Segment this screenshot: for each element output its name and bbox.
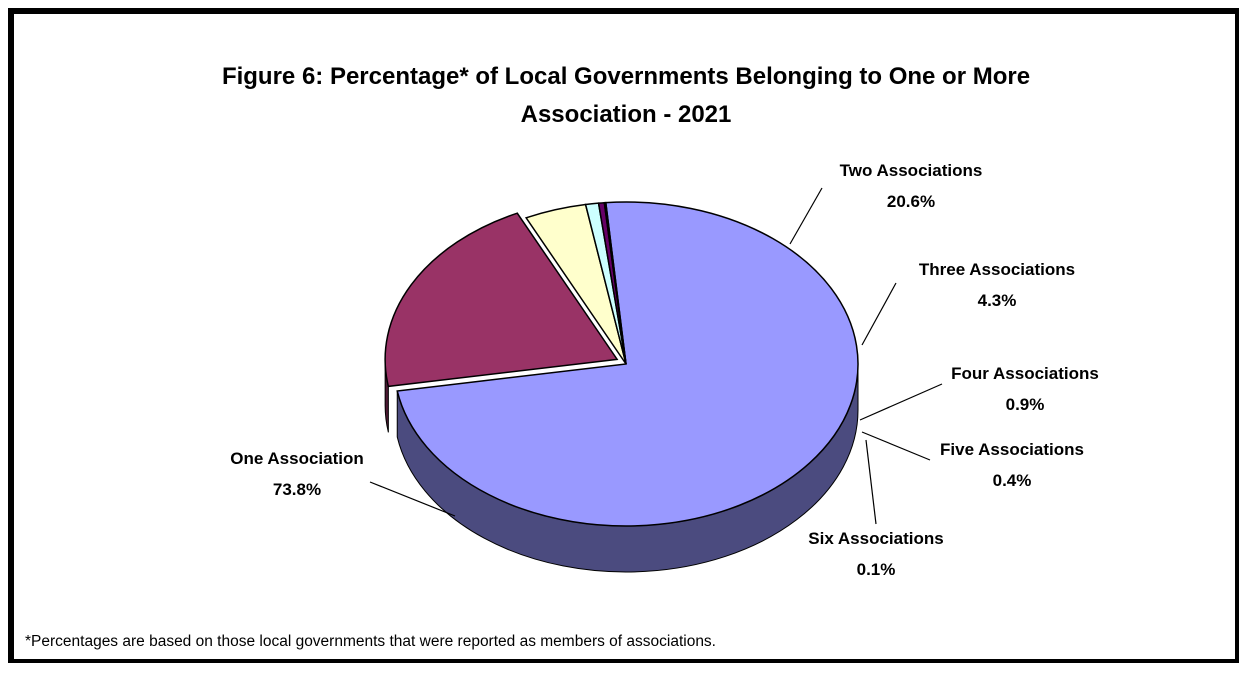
slice-value-label-two-associations: 20.6% bbox=[887, 192, 935, 211]
slice-label-three-associations: Three Associations bbox=[919, 260, 1075, 279]
slice-label-one-association: One Association bbox=[230, 449, 364, 468]
leader-line-four-associations bbox=[859, 383, 943, 421]
pie-slice-two-associations bbox=[384, 212, 619, 388]
leader-line-two-associations bbox=[789, 187, 823, 245]
slice-label-four-associations: Four Associations bbox=[951, 364, 1099, 383]
slice-value-label-three-associations: 4.3% bbox=[978, 291, 1017, 310]
footnote: *Percentages are based on those local go… bbox=[25, 633, 716, 650]
leader-lines bbox=[369, 187, 943, 525]
slice-labels: One Association 73.8% Two Associations 20.6… bbox=[230, 161, 1099, 579]
slice-value-label-one-association: 73.8% bbox=[273, 480, 321, 499]
leader-line-six-associations bbox=[865, 439, 877, 525]
slice-label-two-associations: Two Associations bbox=[840, 161, 983, 180]
slice-label-six-associations: Six Associations bbox=[808, 529, 943, 548]
leader-line-three-associations bbox=[861, 282, 897, 346]
slice-value-label-six-associations: 0.1% bbox=[857, 560, 896, 579]
chart-title-line-2: Association - 2021 bbox=[521, 101, 732, 128]
pie-tops bbox=[384, 201, 859, 527]
pie-slice-one-association bbox=[396, 201, 859, 527]
slice-label-five-associations: Five Associations bbox=[940, 440, 1084, 459]
slice-value-label-five-associations: 0.4% bbox=[993, 471, 1032, 490]
chart-title-line-1: Figure 6: Percentage* of Local Governmen… bbox=[222, 63, 1030, 90]
chart-area bbox=[12, 12, 1239, 663]
slice-value-label-four-associations: 0.9% bbox=[1006, 395, 1045, 414]
leader-line-one-association bbox=[369, 481, 456, 517]
leader-line-five-associations bbox=[861, 431, 931, 461]
pie-slice-six-associations bbox=[603, 201, 627, 365]
